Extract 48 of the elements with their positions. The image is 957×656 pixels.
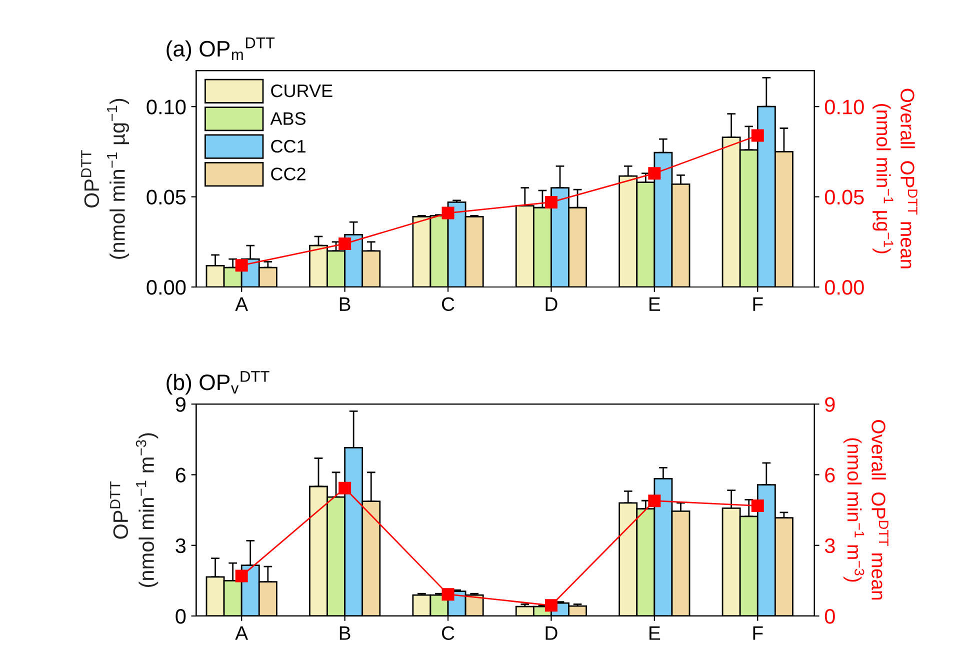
- x-tick-label: D: [546, 297, 558, 311]
- x-tick-label: C: [442, 297, 454, 312]
- x-tick-label: B: [340, 626, 350, 640]
- point: [544, 599, 558, 612]
- x-tick-label: E: [650, 626, 660, 640]
- point: [648, 494, 661, 508]
- chart-title: (a) OP$_{m}$$^{DTT}$: [166, 38, 275, 62]
- point: [648, 167, 661, 180]
- x-tick-label: E: [650, 297, 660, 311]
- x-tick-label: F: [753, 297, 763, 311]
- point: [751, 500, 764, 512]
- y-tick-label: 3: [176, 538, 186, 554]
- text: Overall OP$^{DTT}$ mean (nmol min$^{−1}$ m$^{−3}$): [844, 420, 888, 600]
- y2-tick-label: 6: [825, 468, 835, 482]
- x-tick-label: B: [340, 297, 350, 311]
- y-tick-label: 0: [176, 608, 186, 624]
- text: OP$^{DTT}$ (nmol min$^{−1}$ µg$^{−1}$): [81, 98, 130, 259]
- point: [235, 259, 248, 272]
- x-tick-label: A: [235, 626, 248, 640]
- text: OP$^{DTT}$ (nmol min$^{−1}$ m$^{−3}$): [110, 433, 158, 587]
- point: [235, 570, 248, 582]
- point: [338, 237, 352, 250]
- point: [338, 482, 352, 494]
- legend-label: CURVE: [271, 84, 332, 98]
- text: Overall OP$^{DTT}$ mean (nmol min$^{−1}$ µg$^{−1}$): [872, 88, 918, 268]
- y2-tick-label: 0.05: [824, 190, 864, 205]
- legend-label: CC1: [271, 140, 306, 153]
- y-tick-label: 9: [176, 397, 186, 412]
- y-tick-label: 0.10: [146, 100, 186, 114]
- point: [544, 196, 558, 208]
- chart-title: (b) OP$_{v}$$^{DTT}$: [166, 371, 270, 395]
- point: [442, 588, 454, 601]
- x-tick-label: D: [546, 626, 558, 640]
- point: [751, 129, 764, 142]
- y2-tick-label: 9: [825, 397, 835, 412]
- legend-label: CC2: [271, 168, 306, 180]
- y-tick-label: 0.00: [146, 280, 186, 295]
- x-tick-label: A: [235, 297, 248, 311]
- x-tick-label: C: [442, 626, 454, 640]
- y2-tick-label: 0.10: [824, 100, 864, 114]
- legend-label: ABS: [270, 112, 306, 125]
- y2-tick-label: 0: [824, 608, 835, 624]
- y-tick-label: 0.05: [146, 190, 186, 205]
- y2-tick-label: 3: [824, 538, 835, 554]
- x-tick-label: F: [753, 626, 763, 640]
- y-tick-label: 6: [176, 468, 186, 482]
- y2-tick-label: 0.00: [824, 280, 864, 295]
- point: [442, 206, 454, 220]
